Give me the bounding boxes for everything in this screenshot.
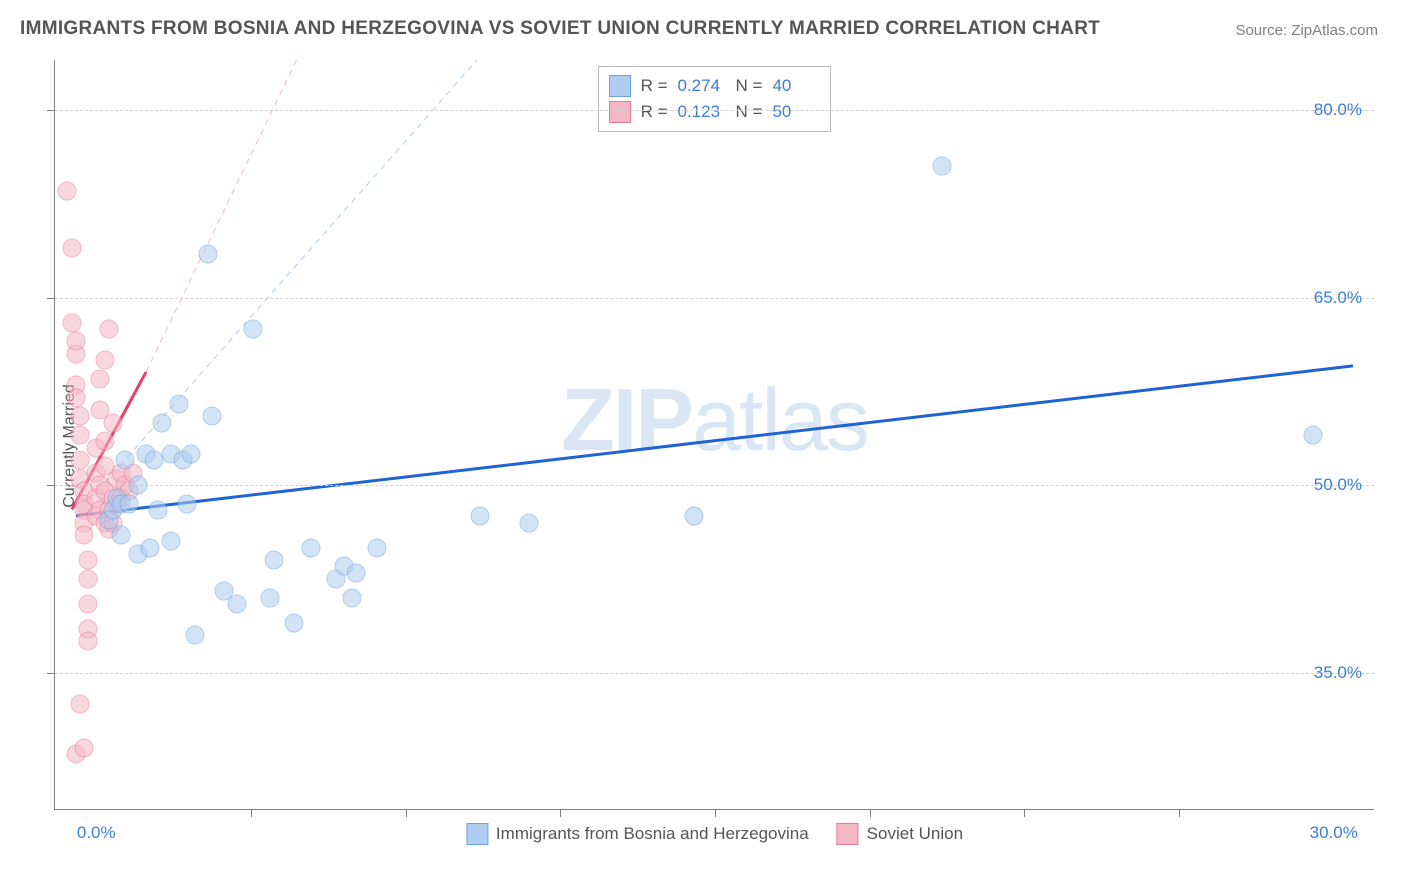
data-point bbox=[112, 526, 131, 545]
n-label: N = bbox=[736, 76, 763, 96]
y-tick-label: 65.0% bbox=[1314, 288, 1362, 308]
correlation-legend: R = 0.274 N = 40 R = 0.123 N = 50 bbox=[598, 66, 832, 132]
regression-extension bbox=[146, 60, 303, 372]
y-tick-mark bbox=[47, 110, 55, 111]
legend-item: Immigrants from Bosnia and Herzegovina bbox=[466, 823, 809, 845]
data-point bbox=[99, 319, 118, 338]
n-value: 40 bbox=[772, 76, 820, 96]
chart-title: IMMIGRANTS FROM BOSNIA AND HERZEGOVINA V… bbox=[20, 18, 1100, 40]
legend-item: Soviet Union bbox=[837, 823, 963, 845]
data-point bbox=[66, 388, 85, 407]
data-point bbox=[149, 501, 168, 520]
legend-swatch bbox=[837, 823, 859, 845]
data-point bbox=[685, 507, 704, 526]
gridline-h bbox=[55, 485, 1374, 486]
data-point bbox=[66, 332, 85, 351]
data-point bbox=[70, 426, 89, 445]
data-point bbox=[95, 351, 114, 370]
data-point bbox=[79, 594, 98, 613]
data-point bbox=[95, 432, 114, 451]
r-label: R = bbox=[641, 76, 668, 96]
gridline-h bbox=[55, 110, 1374, 111]
data-point bbox=[186, 626, 205, 645]
n-value: 50 bbox=[772, 102, 820, 122]
data-point bbox=[79, 551, 98, 570]
data-point bbox=[70, 694, 89, 713]
data-point bbox=[103, 413, 122, 432]
series-legend: Immigrants from Bosnia and Herzegovina So… bbox=[466, 823, 963, 845]
x-tick-mark bbox=[1179, 809, 1180, 817]
legend-row: R = 0.123 N = 50 bbox=[609, 99, 821, 125]
legend-label: Soviet Union bbox=[867, 824, 963, 844]
data-point bbox=[79, 569, 98, 588]
source-attribution: Source: ZipAtlas.com bbox=[1235, 22, 1378, 39]
gridline-h bbox=[55, 673, 1374, 674]
data-point bbox=[153, 413, 172, 432]
data-point bbox=[120, 494, 139, 513]
data-point bbox=[244, 319, 263, 338]
data-point bbox=[520, 513, 539, 532]
data-point bbox=[140, 538, 159, 557]
plot-area: ZIPatlas R =0.274N =40R =0.123N =50 Immi… bbox=[54, 60, 1374, 810]
y-tick-mark bbox=[47, 298, 55, 299]
x-tick-mark bbox=[560, 809, 561, 817]
data-point bbox=[62, 313, 81, 332]
data-point bbox=[301, 538, 320, 557]
data-point bbox=[169, 394, 188, 413]
data-point bbox=[932, 157, 951, 176]
data-point bbox=[79, 632, 98, 651]
data-point bbox=[198, 244, 217, 263]
data-point bbox=[1304, 426, 1323, 445]
x-tick-mark bbox=[406, 809, 407, 817]
data-point bbox=[116, 451, 135, 470]
data-point bbox=[58, 182, 77, 201]
regression-lines-layer bbox=[55, 60, 1374, 809]
y-tick-label: 35.0% bbox=[1314, 663, 1362, 683]
data-point bbox=[128, 476, 147, 495]
legend-swatch bbox=[466, 823, 488, 845]
r-value: 0.274 bbox=[678, 76, 726, 96]
data-point bbox=[260, 588, 279, 607]
data-point bbox=[470, 507, 489, 526]
data-point bbox=[285, 613, 304, 632]
legend-swatch bbox=[609, 75, 631, 97]
y-tick-label: 50.0% bbox=[1314, 475, 1362, 495]
x-tick-mark bbox=[715, 809, 716, 817]
data-point bbox=[70, 407, 89, 426]
gridline-h bbox=[55, 298, 1374, 299]
x-tick-mark bbox=[870, 809, 871, 817]
x-tick-mark bbox=[1024, 809, 1025, 817]
data-point bbox=[70, 451, 89, 470]
x-tick-label: 30.0% bbox=[1310, 823, 1358, 843]
watermark: ZIPatlas bbox=[561, 369, 868, 471]
data-point bbox=[367, 538, 386, 557]
x-tick-label: 0.0% bbox=[77, 823, 116, 843]
r-label: R = bbox=[641, 102, 668, 122]
r-value: 0.123 bbox=[678, 102, 726, 122]
data-point bbox=[74, 738, 93, 757]
data-point bbox=[74, 526, 93, 545]
y-tick-mark bbox=[47, 673, 55, 674]
data-point bbox=[62, 238, 81, 257]
x-tick-mark bbox=[251, 809, 252, 817]
data-point bbox=[182, 444, 201, 463]
legend-swatch bbox=[609, 101, 631, 123]
y-tick-label: 80.0% bbox=[1314, 100, 1362, 120]
data-point bbox=[227, 594, 246, 613]
regression-line bbox=[76, 366, 1353, 516]
legend-row: R = 0.274 N = 40 bbox=[609, 73, 821, 99]
data-point bbox=[347, 563, 366, 582]
y-tick-mark bbox=[47, 485, 55, 486]
n-label: N = bbox=[736, 102, 763, 122]
data-point bbox=[161, 532, 180, 551]
data-point bbox=[264, 551, 283, 570]
legend-label: Immigrants from Bosnia and Herzegovina bbox=[496, 824, 809, 844]
data-point bbox=[202, 407, 221, 426]
data-point bbox=[91, 369, 110, 388]
data-point bbox=[343, 588, 362, 607]
data-point bbox=[178, 494, 197, 513]
